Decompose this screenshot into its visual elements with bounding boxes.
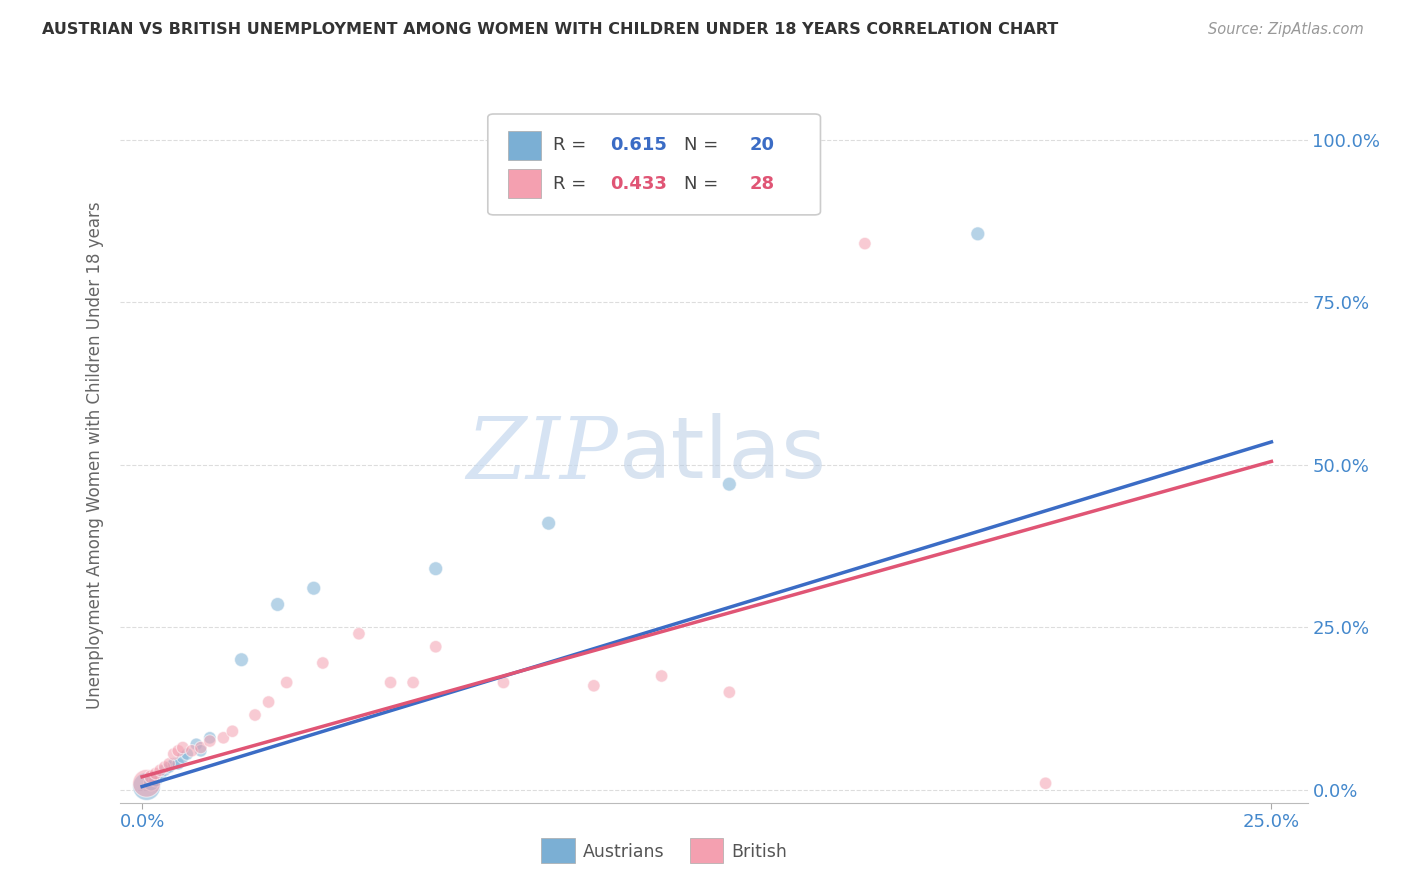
Point — [425, 640, 447, 654]
Text: 20: 20 — [749, 136, 775, 154]
Text: Source: ZipAtlas.com: Source: ZipAtlas.com — [1208, 22, 1364, 37]
Point — [966, 227, 988, 241]
Point — [212, 731, 235, 745]
Text: R =: R = — [553, 175, 592, 193]
Point — [651, 669, 673, 683]
Point — [537, 516, 560, 531]
Point — [139, 776, 162, 790]
Point — [853, 236, 876, 251]
Point — [302, 581, 325, 595]
Point — [153, 760, 176, 774]
Point — [425, 562, 447, 576]
Point — [157, 756, 180, 771]
Point — [163, 747, 186, 761]
Point — [172, 750, 194, 764]
Text: Austrians: Austrians — [583, 843, 665, 861]
Point — [718, 477, 741, 491]
FancyBboxPatch shape — [488, 114, 821, 215]
Point — [135, 776, 157, 790]
FancyBboxPatch shape — [508, 131, 541, 160]
Point — [139, 770, 162, 784]
Point — [582, 679, 605, 693]
Text: 0.615: 0.615 — [610, 136, 666, 154]
Y-axis label: Unemployment Among Women with Children Under 18 years: Unemployment Among Women with Children U… — [86, 201, 104, 709]
Point — [492, 675, 515, 690]
Text: British: British — [731, 843, 787, 861]
Point — [135, 780, 157, 794]
Text: 28: 28 — [749, 175, 775, 193]
Text: ZIP: ZIP — [467, 414, 619, 496]
Point — [718, 685, 741, 699]
Point — [163, 756, 186, 771]
Point — [312, 656, 335, 670]
FancyBboxPatch shape — [541, 838, 575, 863]
Point — [153, 764, 176, 778]
Point — [1035, 776, 1057, 790]
Point — [167, 744, 190, 758]
FancyBboxPatch shape — [508, 169, 541, 198]
Point — [257, 695, 280, 709]
Point — [198, 734, 221, 748]
Text: atlas: atlas — [619, 413, 827, 497]
FancyBboxPatch shape — [690, 838, 723, 863]
Text: N =: N = — [683, 175, 724, 193]
Point — [347, 626, 370, 640]
Point — [145, 772, 167, 787]
Point — [190, 744, 212, 758]
Point — [167, 756, 190, 771]
Point — [276, 675, 298, 690]
Text: R =: R = — [553, 136, 592, 154]
Point — [172, 740, 194, 755]
Point — [190, 740, 212, 755]
Text: N =: N = — [683, 136, 724, 154]
Point — [149, 764, 172, 778]
Point — [186, 737, 208, 751]
Text: AUSTRIAN VS BRITISH UNEMPLOYMENT AMONG WOMEN WITH CHILDREN UNDER 18 YEARS CORREL: AUSTRIAN VS BRITISH UNEMPLOYMENT AMONG W… — [42, 22, 1059, 37]
Point — [145, 766, 167, 780]
Point — [180, 744, 202, 758]
Point — [266, 598, 288, 612]
Point — [402, 675, 425, 690]
Point — [221, 724, 243, 739]
Point — [176, 747, 198, 761]
Text: 0.433: 0.433 — [610, 175, 666, 193]
Point — [380, 675, 402, 690]
Point — [243, 708, 266, 723]
Point — [157, 760, 180, 774]
Point — [198, 731, 221, 745]
Point — [231, 653, 253, 667]
Point — [149, 770, 172, 784]
